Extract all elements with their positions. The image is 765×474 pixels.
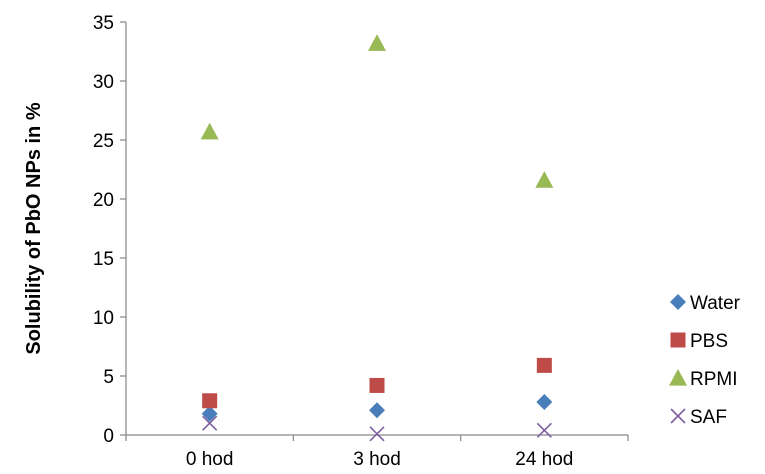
legend-label: Water: [690, 293, 741, 314]
data-point-pbs: [369, 377, 385, 393]
data-point-water: [536, 393, 553, 410]
legend: Water PBS RPMI SAF: [669, 293, 741, 428]
y-tick-label: 30: [93, 72, 114, 93]
data-point-water: [369, 402, 385, 419]
legend-item-water: Water: [670, 293, 741, 314]
series-water: [201, 393, 553, 422]
legend-label: RPMI: [690, 369, 738, 390]
legend-label: PBS: [690, 331, 728, 352]
data-point-rpmi: [200, 122, 219, 140]
y-tick-label: 20: [93, 190, 114, 211]
legend-item-saf: SAF: [670, 407, 727, 428]
series-pbs: [202, 357, 552, 409]
series-saf: [202, 415, 552, 442]
y-tick-label: 0: [103, 426, 114, 447]
data-point-rpmi: [535, 171, 554, 188]
y-axis: 0 5 10 15 20 25 30 35: [93, 13, 127, 447]
series-layer: [200, 34, 554, 442]
y-tick-label: 15: [93, 249, 114, 270]
data-point-saf: [202, 415, 218, 431]
x-tick-label: 24 hod: [515, 449, 573, 470]
data-point-saf: [369, 426, 385, 442]
data-point-saf: [536, 422, 552, 438]
y-tick-label: 35: [93, 13, 114, 34]
y-tick-label: 25: [93, 131, 114, 152]
legend-item-rpmi: RPMI: [669, 369, 738, 390]
series-rpmi: [200, 34, 554, 188]
x-tick-label: 0 hod: [186, 449, 234, 470]
y-axis-title: Solubility of PbO NPs in %: [23, 102, 45, 354]
x-axis: 0 hod 3 hod 24 hod: [125, 434, 629, 470]
legend-marker-pbs: [670, 332, 686, 348]
legend-marker-water: [670, 294, 686, 310]
data-point-rpmi: [368, 34, 386, 51]
data-point-water: [201, 405, 218, 422]
data-point-pbs: [536, 357, 552, 373]
legend-marker-rpmi: [669, 369, 687, 386]
data-point-pbs: [202, 393, 218, 409]
x-tick-label: 3 hod: [353, 449, 401, 470]
y-tick-label: 10: [93, 308, 114, 329]
legend-marker-saf: [670, 408, 686, 424]
legend-item-pbs: PBS: [670, 331, 728, 352]
y-tick-label: 5: [103, 367, 114, 388]
legend-label: SAF: [690, 407, 727, 428]
